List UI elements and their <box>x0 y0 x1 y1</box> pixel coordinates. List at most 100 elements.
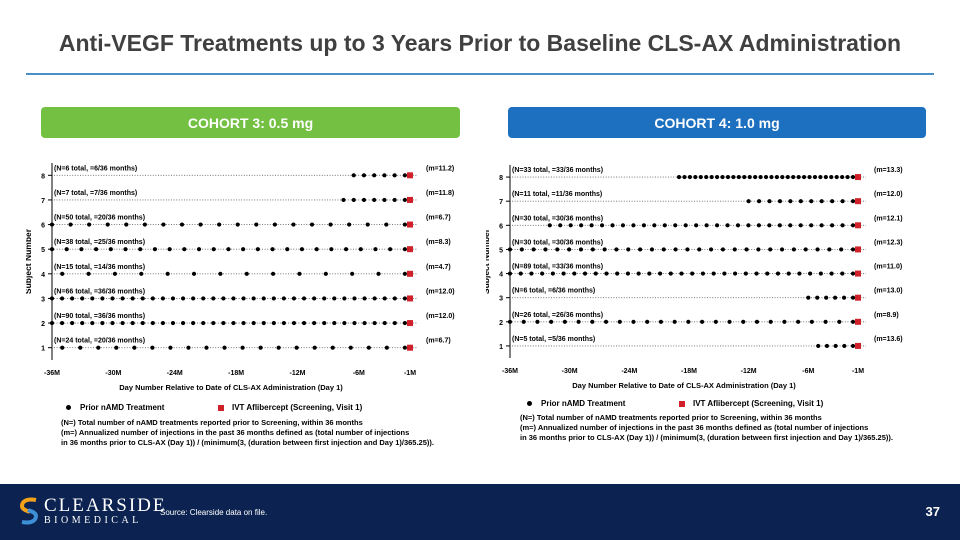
treatment-point <box>110 320 115 326</box>
treatment-point <box>839 247 844 252</box>
subject-m-label: (m=12.1) <box>874 215 903 222</box>
treatment-point <box>328 222 333 227</box>
treatment-point <box>217 222 222 227</box>
treatment-point <box>782 319 787 324</box>
treatment-point <box>714 223 720 228</box>
treatment-point <box>330 345 335 350</box>
treatment-point <box>798 223 803 228</box>
treatment-point <box>351 197 356 203</box>
treatment-point <box>179 222 185 227</box>
treatment-point <box>376 271 381 276</box>
y-tick-label: 2 <box>499 320 503 327</box>
ivt-square <box>855 222 861 229</box>
treatment-point <box>221 320 226 326</box>
treatment-point <box>809 223 814 228</box>
treatment-point <box>186 345 191 350</box>
treatment-point <box>818 174 823 180</box>
treatment-point <box>840 174 845 180</box>
treatment-point <box>160 296 166 301</box>
treatment-point <box>599 223 605 228</box>
ivt-square <box>855 294 861 301</box>
note-line: in 36 months prior to CLS-AX (Day 1)) / … <box>61 437 434 447</box>
treatment-point <box>636 271 641 276</box>
ivt-square <box>407 320 413 327</box>
treatment-point <box>191 296 196 301</box>
treatment-point <box>140 296 145 301</box>
treatment-point <box>746 223 751 228</box>
treatment-point <box>768 247 773 252</box>
treatment-point <box>112 271 118 276</box>
treatment-point <box>140 320 145 326</box>
treatment-point <box>180 320 186 326</box>
treatment-point <box>824 343 830 349</box>
treatment-point <box>222 345 227 350</box>
treatment-point <box>261 320 266 326</box>
treatment-point <box>231 296 236 301</box>
treatment-point <box>372 197 377 203</box>
treatment-point <box>285 247 290 252</box>
treatment-point <box>402 247 407 252</box>
treatment-point <box>672 319 677 324</box>
treatment-point <box>753 174 758 180</box>
y-tick-label: 4 <box>41 272 45 279</box>
treatment-point <box>767 199 772 204</box>
treatment-point <box>347 222 352 227</box>
treatment-point <box>272 222 277 227</box>
treatment-point <box>829 271 834 276</box>
treatment-point <box>402 345 407 350</box>
subject-n-label: (N=50 total, =20/36 months) <box>54 215 145 222</box>
subject-n-label: (N=7 total, =7/36 months) <box>54 190 137 197</box>
treatment-point <box>589 223 594 228</box>
treatment-point <box>547 223 552 228</box>
ivt-square <box>855 198 861 205</box>
treatment-point <box>727 319 732 324</box>
treatment-point <box>668 271 673 276</box>
treatment-point <box>686 319 691 324</box>
treatment-point <box>590 319 595 324</box>
treatment-point <box>392 197 397 203</box>
ivt-square <box>855 318 861 325</box>
treatment-point <box>372 173 377 178</box>
treatment-point <box>87 222 92 227</box>
treatment-point <box>756 223 762 228</box>
subject-m-label: (m=4.7) <box>426 264 451 271</box>
ivt-square <box>407 344 413 351</box>
treatment-point <box>604 271 609 276</box>
treatment-point <box>827 247 832 252</box>
treatment-point <box>631 319 636 324</box>
treatment-point <box>837 319 842 324</box>
treatment-point <box>683 223 688 228</box>
treatment-point <box>255 247 260 252</box>
treatment-point <box>251 320 256 326</box>
treatment-point <box>775 271 781 276</box>
x-tick-label: -24M <box>621 368 637 375</box>
treatment-point <box>620 223 626 228</box>
treatment-point <box>645 319 650 324</box>
y-tick-label: 7 <box>499 199 503 206</box>
cohort-4-notes: (N=) Total number of nAMD treatments rep… <box>520 413 893 442</box>
treatment-point <box>558 223 563 228</box>
treatment-point <box>834 174 839 180</box>
treatment-point <box>576 319 581 324</box>
x-tick-label: -12M <box>741 368 757 375</box>
treatment-point <box>808 271 813 276</box>
treatment-point <box>582 271 588 276</box>
treatment-point <box>271 296 276 301</box>
subject-m-label: (m=13.0) <box>874 288 903 295</box>
treatment-point <box>329 247 334 252</box>
ivt-square <box>407 172 413 179</box>
clearside-logo-icon <box>19 496 39 526</box>
treatment-point <box>402 197 407 203</box>
treatment-point <box>114 345 119 350</box>
treatment-point <box>60 271 65 276</box>
treatment-point <box>59 296 65 301</box>
treatment-point <box>271 320 276 326</box>
treatment-point <box>788 223 793 228</box>
note-line: (N=) Total number of nAMD treatments rep… <box>61 418 363 427</box>
treatment-point <box>130 320 135 326</box>
ivt-square <box>407 295 413 302</box>
ivt-square-icon <box>679 400 685 407</box>
treatment-point <box>352 320 357 326</box>
treatment-point <box>774 174 780 180</box>
treatment-point <box>384 222 389 227</box>
